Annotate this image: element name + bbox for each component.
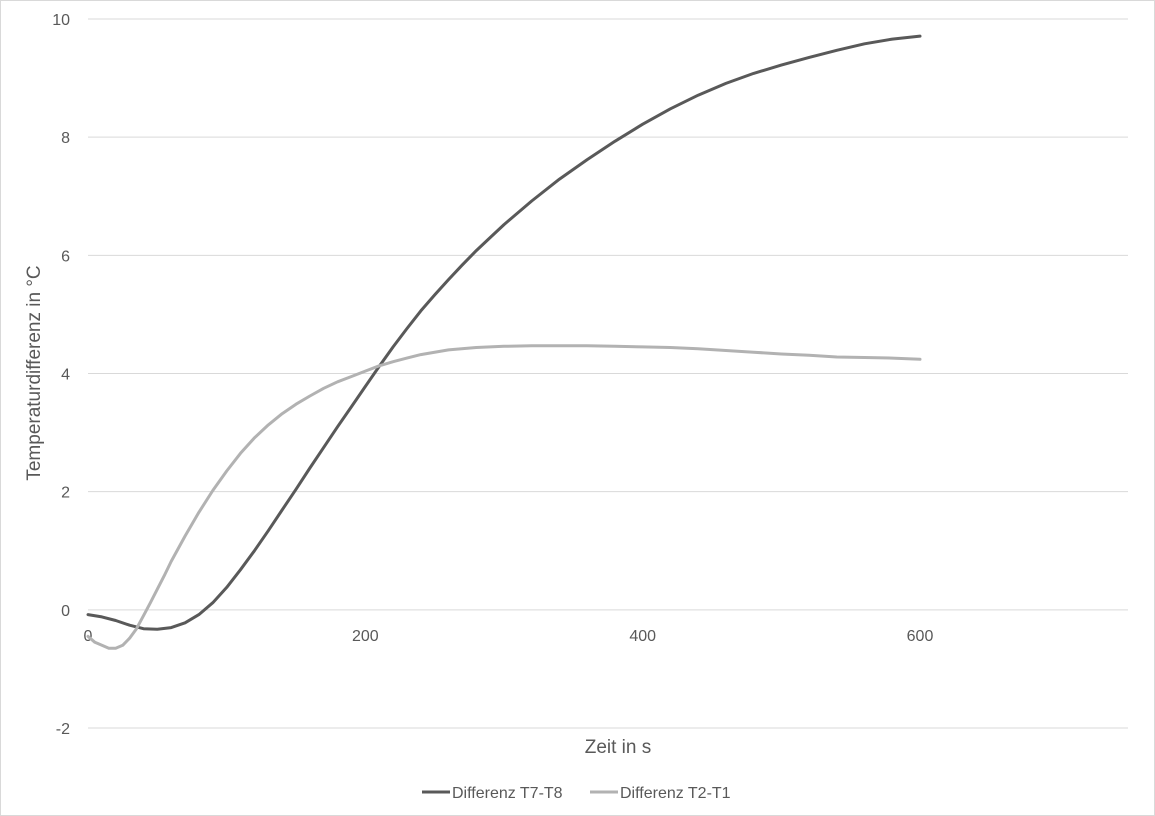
y-tick-label: 4 [61,367,70,384]
legend-label-2: Differenz T2-T1 [620,785,731,802]
gridlines [88,18,1128,729]
y-tick-label: 8 [61,130,70,147]
y-axis-ticks: -2 0 2 4 6 8 10 [52,12,70,738]
x-tick-label: 200 [352,628,379,645]
legend: Differenz T7-T8 Differenz T2-T1 [422,785,731,802]
x-axis-title: Zeit in s [585,737,652,758]
series-line-2 [86,344,922,650]
x-tick-label: 600 [907,628,934,645]
y-tick-label: 6 [61,248,70,265]
y-tick-label: 10 [52,12,70,29]
y-axis-title: Temperaturdifferenz in °C [24,265,45,480]
y-tick-label: -2 [56,721,70,738]
series-line-1 [86,34,922,631]
series-lines [86,34,922,650]
x-axis-ticks: 0 200 400 600 [84,628,934,645]
legend-label-1: Differenz T7-T8 [452,785,563,802]
y-tick-label: 0 [61,603,70,620]
y-tick-label: 2 [61,485,70,502]
x-tick-label: 400 [629,628,656,645]
